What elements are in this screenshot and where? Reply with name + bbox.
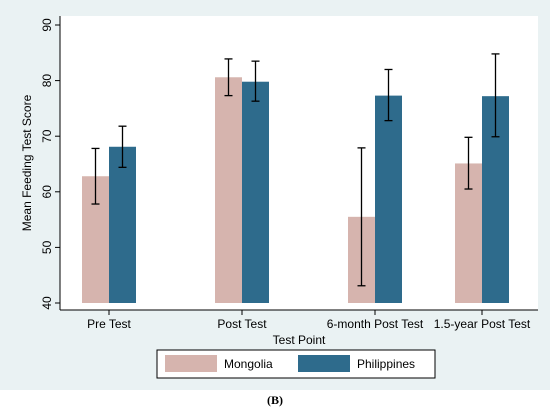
- x-tick-label: Pre Test: [87, 317, 131, 331]
- legend: Mongolia Philippines: [156, 349, 436, 379]
- legend-label-philippines: Philippines: [357, 357, 415, 371]
- legend-label-mongolia: Mongolia: [224, 357, 273, 371]
- y-tick-label: 80: [40, 74, 54, 88]
- y-tick-label: 50: [40, 240, 54, 254]
- bar-philippines: [375, 95, 402, 303]
- x-axis-label: Test Point: [273, 333, 326, 347]
- y-axis: 40 50 60 70 80 90: [40, 16, 61, 310]
- x-tick-label: 6-month Post Test: [327, 317, 424, 331]
- y-tick-label: 60: [40, 185, 54, 199]
- bars: [82, 77, 509, 303]
- legend-swatch-philippines: [298, 355, 350, 372]
- x-axis: Pre Test Post Test 6-month Post Test 1.5-ye…: [60, 309, 538, 331]
- bar-chart: 40 50 60 70 80 90 Pre Test Post Test 6-month Po…: [20, 16, 538, 379]
- figure-caption: (B): [267, 393, 283, 407]
- bar-philippines: [109, 146, 136, 303]
- y-tick-label: 40: [40, 296, 54, 310]
- y-tick-label: 90: [40, 18, 54, 32]
- y-axis-label: Mean Feeding Test Score: [20, 94, 34, 231]
- bar-philippines: [242, 81, 269, 303]
- x-tick-label: 1.5-year Post Test: [434, 317, 531, 331]
- error-bars: [91, 53, 500, 287]
- bar-mongolia: [215, 77, 242, 303]
- y-tick-label: 70: [40, 129, 54, 143]
- x-tick-label: Post Test: [217, 317, 267, 331]
- legend-swatch-mongolia: [165, 355, 217, 372]
